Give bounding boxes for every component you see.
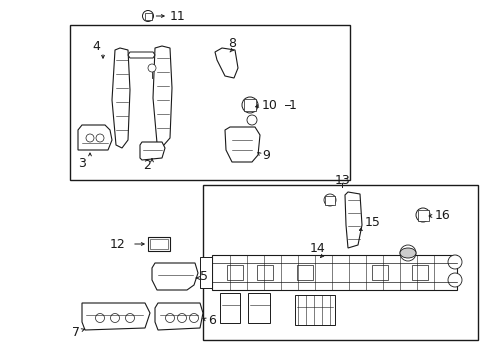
Polygon shape bbox=[152, 263, 198, 290]
Polygon shape bbox=[155, 303, 203, 330]
Text: 8: 8 bbox=[227, 36, 236, 50]
Text: 11: 11 bbox=[170, 9, 185, 23]
Circle shape bbox=[96, 134, 104, 142]
Bar bbox=[371, 265, 387, 280]
Polygon shape bbox=[153, 46, 172, 146]
Bar bbox=[244, 99, 256, 111]
Circle shape bbox=[242, 97, 258, 113]
Text: 15: 15 bbox=[364, 216, 380, 229]
Text: 9: 9 bbox=[262, 149, 269, 162]
Circle shape bbox=[246, 115, 257, 125]
Bar bbox=[144, 13, 151, 19]
Bar bbox=[296, 265, 312, 280]
Text: 12: 12 bbox=[110, 238, 125, 251]
Text: 16: 16 bbox=[434, 208, 450, 221]
Bar bbox=[200, 257, 212, 288]
Circle shape bbox=[165, 314, 174, 323]
Circle shape bbox=[177, 314, 186, 323]
Bar bbox=[294, 295, 334, 325]
Text: 2: 2 bbox=[142, 158, 151, 171]
Circle shape bbox=[324, 194, 335, 206]
Circle shape bbox=[189, 314, 198, 323]
Circle shape bbox=[95, 314, 104, 323]
Bar bbox=[70, 25, 349, 180]
Polygon shape bbox=[82, 303, 150, 330]
Ellipse shape bbox=[399, 248, 415, 258]
Bar bbox=[203, 185, 477, 340]
Polygon shape bbox=[215, 48, 238, 78]
Circle shape bbox=[142, 10, 153, 22]
Text: 5: 5 bbox=[200, 270, 207, 284]
Text: 1: 1 bbox=[288, 99, 296, 112]
Bar bbox=[212, 255, 456, 290]
Text: 10: 10 bbox=[262, 99, 277, 112]
Text: 4: 4 bbox=[92, 40, 100, 53]
Circle shape bbox=[447, 255, 461, 269]
Bar bbox=[220, 293, 240, 323]
Text: 3: 3 bbox=[78, 157, 86, 170]
Bar bbox=[226, 265, 243, 280]
Circle shape bbox=[415, 208, 429, 222]
Circle shape bbox=[110, 314, 119, 323]
Text: 6: 6 bbox=[207, 314, 215, 327]
Bar bbox=[247, 293, 269, 323]
Polygon shape bbox=[78, 125, 112, 150]
Polygon shape bbox=[224, 127, 260, 162]
Bar bbox=[257, 265, 272, 280]
Text: 7: 7 bbox=[72, 327, 80, 339]
Circle shape bbox=[399, 245, 415, 261]
Circle shape bbox=[447, 273, 461, 287]
Polygon shape bbox=[112, 48, 130, 148]
Text: 13: 13 bbox=[334, 174, 350, 186]
Circle shape bbox=[86, 134, 94, 142]
Text: 14: 14 bbox=[309, 242, 325, 255]
Polygon shape bbox=[345, 192, 361, 248]
Bar bbox=[325, 196, 334, 205]
Bar bbox=[417, 210, 428, 221]
Bar bbox=[150, 239, 168, 249]
Bar bbox=[411, 265, 427, 280]
Polygon shape bbox=[128, 52, 155, 58]
Bar bbox=[148, 237, 170, 251]
Circle shape bbox=[125, 314, 134, 323]
Circle shape bbox=[148, 64, 156, 72]
Polygon shape bbox=[140, 142, 164, 160]
